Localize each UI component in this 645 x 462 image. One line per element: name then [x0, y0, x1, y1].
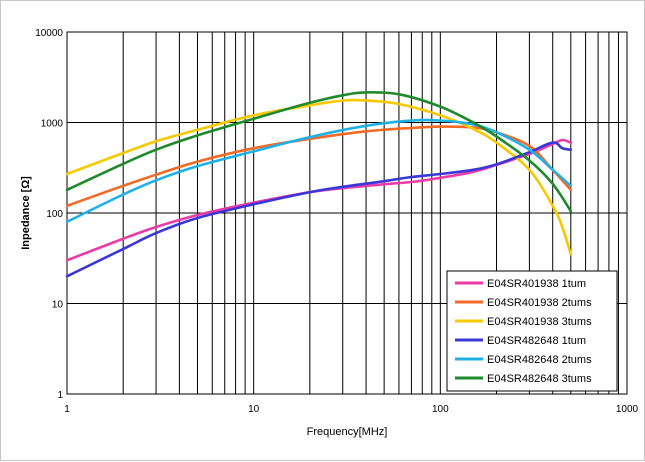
series-line-2 [65, 125, 573, 208]
x-axis-title: Frequency[MHz] [307, 426, 388, 438]
tick-labels: 1 10 100 1000 1 10 100 1000 10000 [35, 28, 638, 415]
legend-label: E04SR401938 2tums [487, 297, 592, 309]
legend: E04SR401938 1tum E04SR401938 2tums E04SR40… [446, 270, 618, 392]
series-line-4 [65, 141, 573, 278]
series-line-3 [65, 98, 573, 256]
plot-border [66, 31, 628, 395]
y-tick-label: 10000 [35, 28, 63, 39]
legend-box [446, 270, 618, 392]
x-tick-label: 1 [64, 404, 70, 415]
y-tick-label: 100 [46, 209, 63, 220]
legend-label: E04SR482648 2tums [487, 354, 592, 366]
legend-label: E04SR401938 3tums [487, 316, 592, 328]
y-axis-title: Inpedance [Ω] [20, 176, 32, 250]
series-line-6 [65, 91, 573, 213]
x-tick-label: 100 [432, 404, 449, 415]
series-line-5 [65, 118, 573, 224]
y-tick-label: 1 [57, 390, 63, 401]
y-tick-label: 10 [52, 300, 64, 311]
series-group [65, 91, 573, 278]
x-tick-label: 10 [248, 404, 260, 415]
legend-label: E04SR482648 1tum [487, 335, 586, 347]
series-line-1 [65, 138, 573, 262]
legend-label: E04SR401938 1tum [487, 278, 586, 290]
y-tick-label: 1000 [41, 119, 64, 130]
legend-label: E04SR482648 3tums [487, 373, 592, 385]
x-tick-label: 1000 [616, 404, 639, 415]
